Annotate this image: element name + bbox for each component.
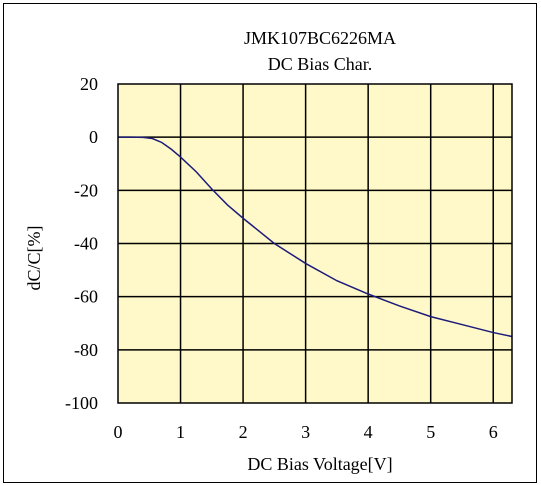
y-tick-label-2: -20 bbox=[74, 180, 98, 200]
y-tick-label-4: -60 bbox=[74, 287, 98, 307]
x-tick-label-5: 5 bbox=[426, 422, 435, 442]
x-tick-label-6: 6 bbox=[489, 422, 498, 442]
x-tick-label-2: 2 bbox=[239, 422, 248, 442]
x-axis-label: DC Bias Voltage[V] bbox=[247, 454, 392, 474]
series-line bbox=[118, 136, 513, 338]
y-tick-label-0: 20 bbox=[80, 74, 98, 94]
x-tick-label-0: 0 bbox=[114, 422, 123, 442]
x-tick-label-3: 3 bbox=[301, 422, 310, 442]
chart-subtitle: DC Bias Char. bbox=[268, 54, 373, 74]
x-tick-labels: 0 1 2 3 4 5 6 bbox=[114, 422, 498, 442]
y-axis-label: dC/C[%] bbox=[24, 226, 44, 291]
x-tick-label-4: 4 bbox=[364, 422, 373, 442]
x-tick-label-1: 1 bbox=[176, 422, 185, 442]
y-tick-labels: 20 0 -20 -40 -60 -80 -100 bbox=[65, 74, 98, 413]
plot-border bbox=[117, 83, 513, 404]
grid-lines bbox=[118, 84, 512, 403]
y-tick-label-3: -40 bbox=[74, 234, 98, 254]
y-tick-label-6: -100 bbox=[65, 393, 98, 413]
y-tick-label-5: -80 bbox=[74, 340, 98, 360]
chart-title: JMK107BC6226MA bbox=[244, 28, 396, 48]
y-tick-label-1: 0 bbox=[89, 127, 98, 147]
